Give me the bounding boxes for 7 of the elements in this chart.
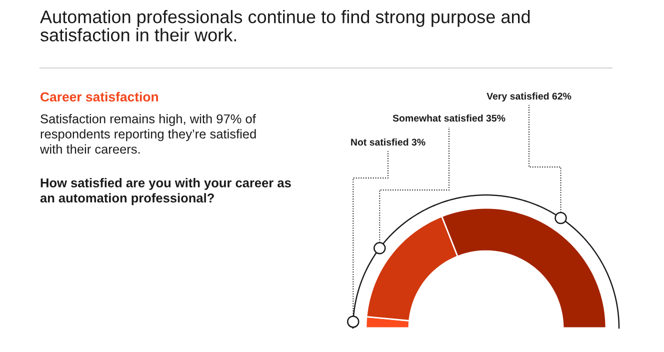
text: Satisfaction remains high, with 97% of respondents reporting they’re satisfied with their careers. — [40, 114, 256, 154]
chart-title: Automation professionals continue to find strong purpose and satisfaction in their work. — [40, 10, 530, 42]
text: Career satisfaction — [40, 92, 158, 102]
slice-label: Somewhat satisfied 35% — [392, 114, 506, 122]
slice-label: Very satisfied 62% — [486, 92, 572, 102]
slice-label: Not satisfied 3% — [351, 138, 426, 146]
text: How satisfied are you with your career as an automation professional? — [40, 178, 291, 206]
